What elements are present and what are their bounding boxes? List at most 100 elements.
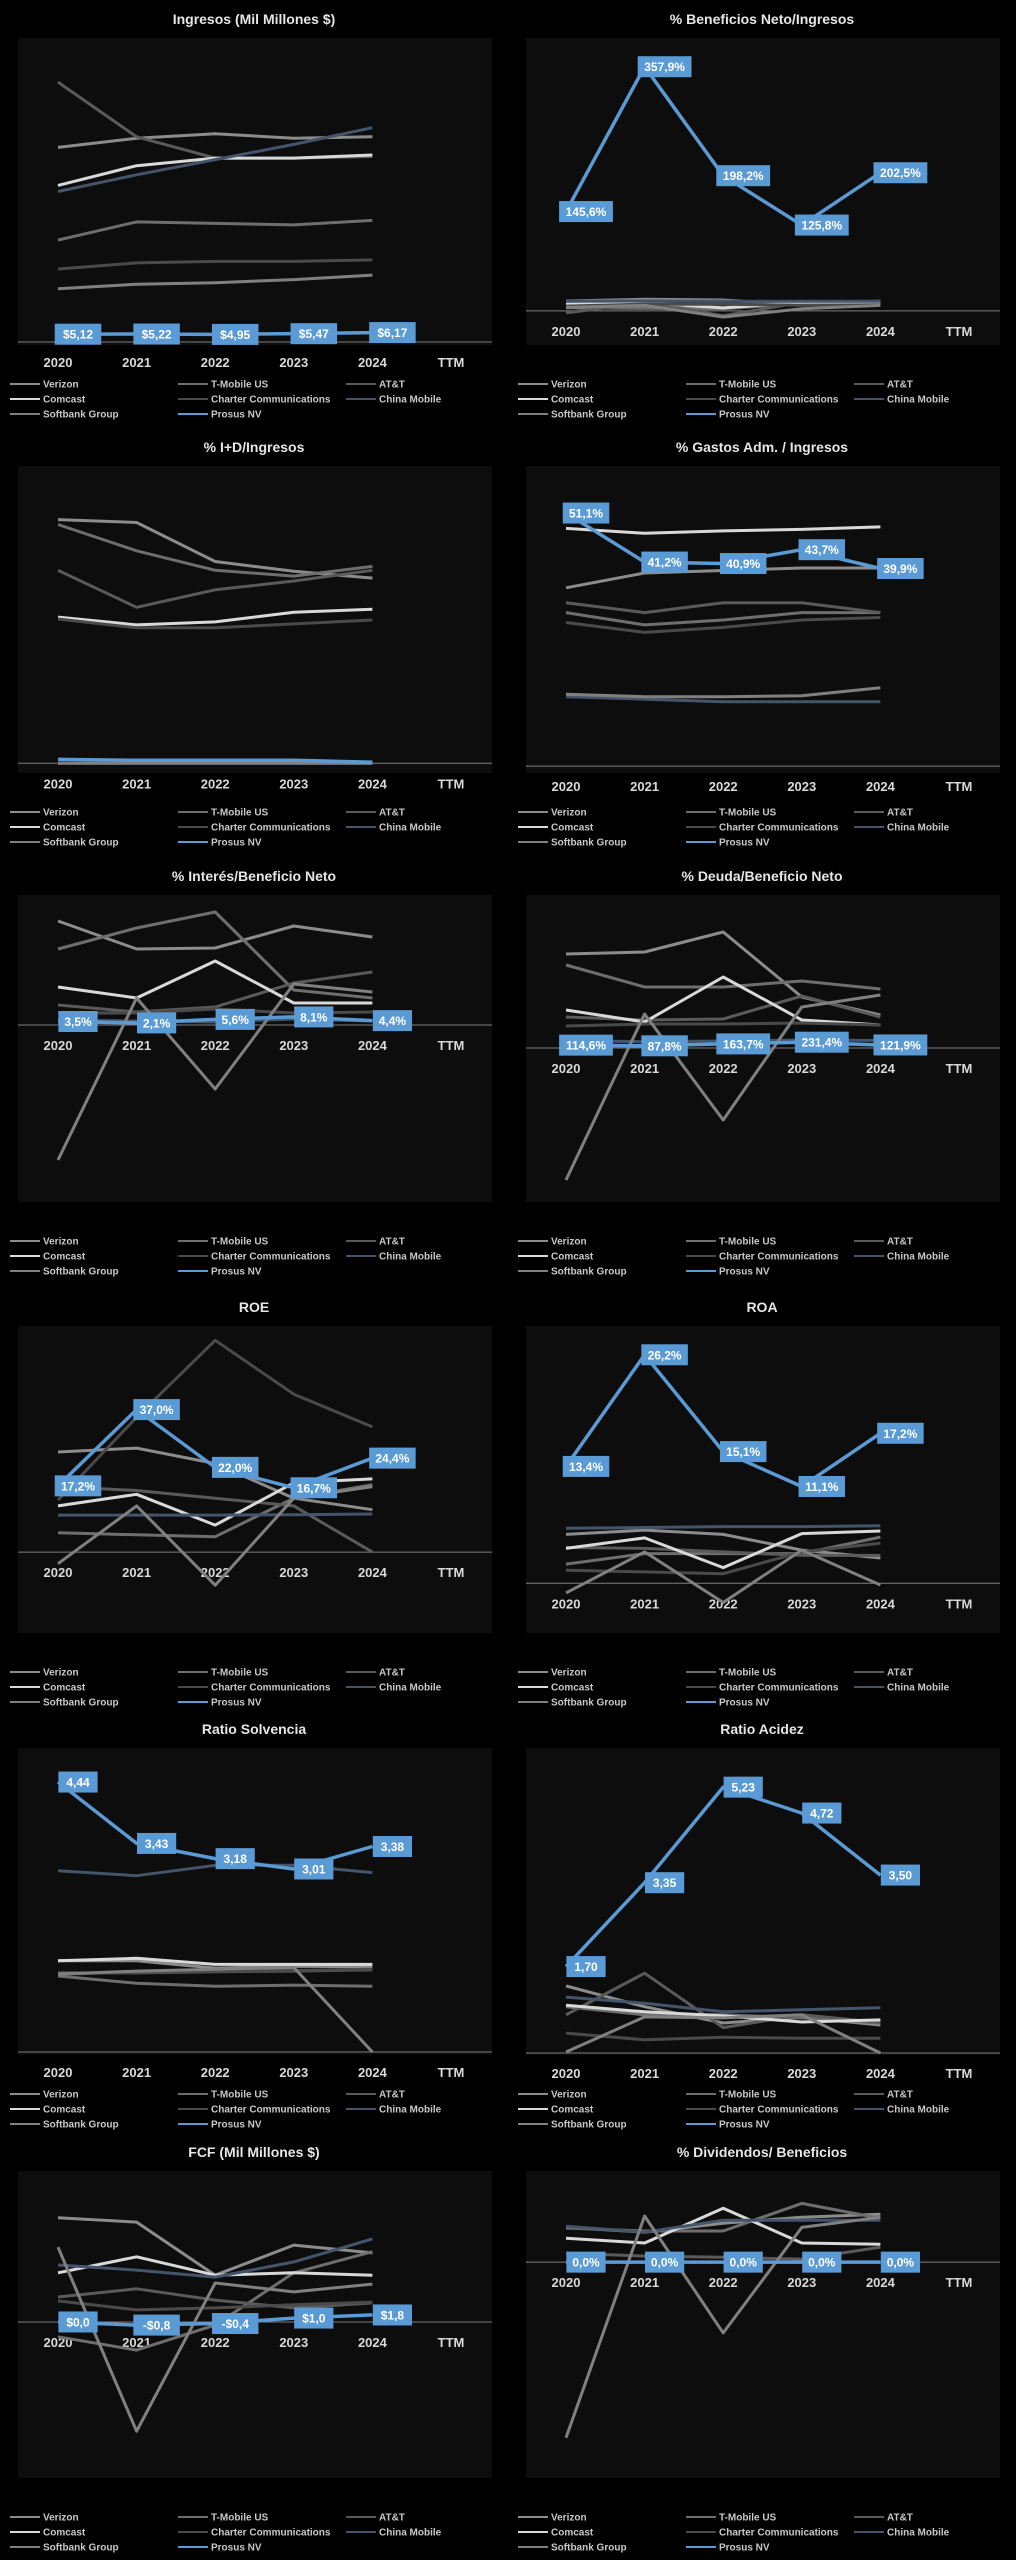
legend-item-china-mobile: China Mobile	[346, 2528, 442, 2539]
data-label-box	[137, 1012, 177, 1034]
legend-item-softbank-group: Softbank Group	[518, 2120, 627, 2131]
data-label: 4,4%	[379, 1014, 407, 1028]
x-tick-label: TTM	[438, 1038, 465, 1053]
data-label: $6,17	[377, 326, 407, 340]
chart-ratio-solvencia: Ratio Solvencia 2020 2021 2022 2023 2024 TTM 4,…	[0, 1710, 508, 2137]
x-tick-label: TTM	[946, 2066, 973, 2081]
data-label-box	[211, 2313, 259, 2335]
legend-item-charter-communications: Charter Communications	[178, 1683, 331, 1694]
x-tick-label: 2021	[630, 1061, 659, 1076]
series-line-comcast	[565, 2003, 881, 2024]
x-tick-label: 2023	[279, 776, 308, 791]
x-tick-label: 2023	[787, 2275, 816, 2290]
legend-label: Prosus NV	[719, 410, 770, 421]
data-label: 3,43	[145, 1837, 169, 1851]
chart-svg: % I+D/Ingresos 2020 2021 2022 2023 2024 TTM Ver…	[10, 439, 492, 849]
legend-label: Comcast	[551, 2105, 594, 2116]
data-label: $1,8	[381, 2308, 405, 2322]
series-line-prosus-nv	[57, 757, 373, 765]
legend-item-softbank-group: Softbank Group	[10, 2120, 119, 2131]
legend-label: AT&T	[379, 380, 405, 391]
legend-item-verizon: Verizon	[10, 1668, 79, 1679]
data-label-box	[290, 323, 338, 345]
legend-item-at-t: AT&T	[346, 2513, 405, 2524]
data-label-box	[559, 1034, 613, 1056]
x-tick-label: 2020	[44, 1565, 73, 1580]
legend-item-verizon: Verizon	[518, 2513, 587, 2524]
x-tick-label: 2023	[279, 1565, 308, 1580]
data-label: 22,0%	[218, 1461, 252, 1475]
data-label-box	[58, 1771, 98, 1793]
data-label: 41,2%	[648, 556, 682, 570]
x-tick-label: 2021	[630, 324, 659, 339]
data-label: 39,9%	[883, 562, 917, 576]
x-tick-label: 2022	[201, 355, 230, 370]
data-label: 145,6%	[566, 205, 607, 219]
data-label: 5,6%	[222, 1013, 250, 1027]
legend-item-softbank-group: Softbank Group	[10, 410, 119, 421]
data-label: 4,44	[66, 1776, 90, 1790]
x-tick-label: 2021	[122, 776, 151, 791]
legend-item-softbank-group: Softbank Group	[518, 1698, 627, 1709]
series-line-china-mobile	[565, 695, 881, 704]
legend-item-charter-communications: Charter Communications	[686, 2105, 839, 2116]
series-line-china-mobile	[565, 2218, 881, 2234]
data-label: 4,72	[810, 1807, 834, 1821]
x-tick-label: 2022	[709, 779, 738, 794]
legend-item-comcast: Comcast	[10, 395, 86, 406]
chart-title: % Deuda/Beneficio Neto	[681, 868, 842, 884]
legend-item-china-mobile: China Mobile	[346, 1252, 442, 1263]
series-line-t-mobile-us	[57, 910, 373, 1000]
data-label-box	[372, 1010, 412, 1032]
legend-label: China Mobile	[887, 1683, 950, 1694]
legend-label: Comcast	[551, 823, 594, 834]
data-label-box	[58, 1011, 98, 1032]
legend-item-t-mobile-us: T-Mobile US	[686, 808, 777, 819]
x-tick-label: 2021	[122, 355, 151, 370]
legend-label: Charter Communications	[211, 1252, 331, 1263]
x-tick-label: 2024	[866, 324, 896, 339]
legend-label: Verizon	[551, 808, 587, 819]
x-tick-label: 2020	[44, 355, 73, 370]
data-label: $1,0	[302, 2312, 326, 2326]
plot-area	[18, 1748, 492, 2055]
data-label: 3,5%	[64, 1015, 92, 1029]
legend-label: Charter Communications	[211, 1683, 331, 1694]
data-label-box	[802, 1802, 842, 1824]
series-line-at-t	[565, 601, 881, 615]
legend-label: Softbank Group	[43, 2543, 119, 2554]
legend-label: China Mobile	[887, 823, 950, 834]
data-label-box	[133, 2314, 180, 2336]
legend-item-softbank-group: Softbank Group	[10, 2543, 119, 2554]
chart-title: ROA	[746, 1299, 777, 1315]
legend-label: Verizon	[43, 2513, 79, 2524]
chart-title: % Dividendos/ Beneficios	[677, 2144, 848, 2160]
series-line-comcast	[565, 975, 881, 1027]
x-tick-label: 2024	[866, 1596, 896, 1611]
legend-item-at-t: AT&T	[346, 808, 405, 819]
legend-label: T-Mobile US	[719, 380, 777, 391]
data-label: $5,12	[63, 328, 93, 342]
legend-label: Charter Communications	[719, 1683, 839, 1694]
data-label: $5,47	[299, 327, 329, 341]
legend-item-softbank-group: Softbank Group	[518, 2543, 627, 2554]
data-label-box	[369, 322, 416, 344]
plot-area	[526, 38, 1000, 345]
legend-label: Prosus NV	[211, 2120, 262, 2131]
series-line-at-t	[57, 970, 373, 1014]
legend-label: AT&T	[887, 2090, 913, 2101]
series-line-china-mobile	[565, 1524, 881, 1530]
legend-item-verizon: Verizon	[10, 2090, 79, 2101]
x-tick-label: 2024	[358, 2335, 388, 2350]
legend-label: China Mobile	[379, 823, 442, 834]
legend-label: AT&T	[887, 2513, 913, 2524]
legend-item-china-mobile: China Mobile	[854, 823, 950, 834]
series-line-comcast	[57, 1956, 373, 1966]
legend-label: Verizon	[551, 380, 587, 391]
x-tick-label: 2022	[201, 1038, 230, 1053]
series-line-charter-communications	[565, 1541, 881, 1576]
x-tick-label: TTM	[438, 2065, 465, 2080]
data-label-box	[54, 1475, 102, 1497]
legend-item-at-t: AT&T	[346, 1237, 405, 1248]
legend-item-softbank-group: Softbank Group	[10, 1698, 119, 1709]
